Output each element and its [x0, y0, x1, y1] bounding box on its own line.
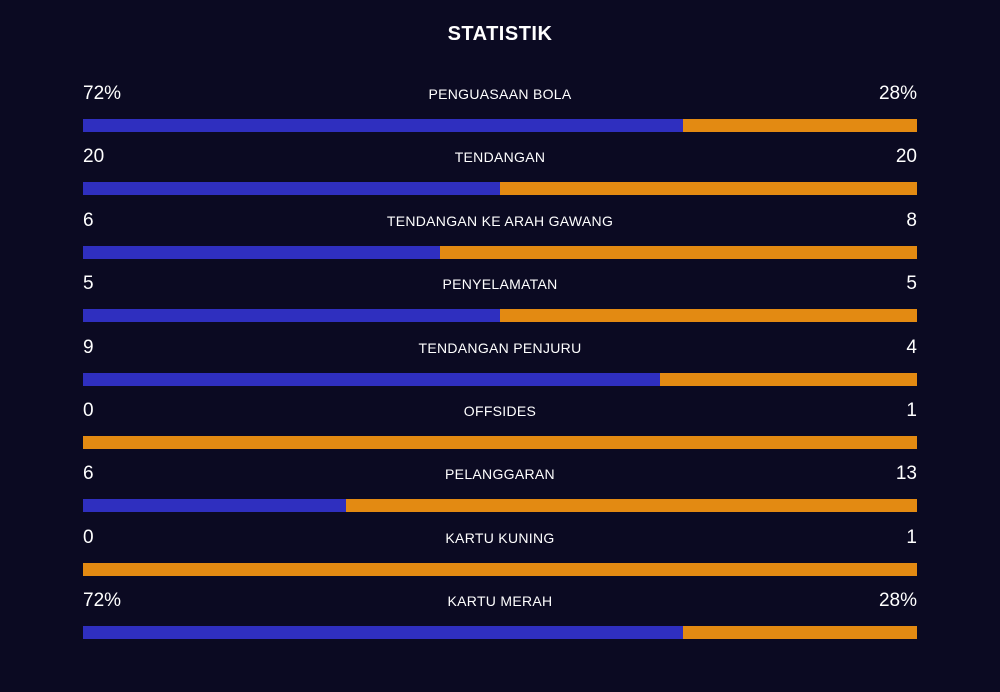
stat-bar: [83, 626, 917, 640]
stat-label: TENDANGAN: [454, 149, 546, 166]
stat-values: 20 TENDANGAN 20: [83, 144, 917, 170]
home-value: 0: [83, 526, 94, 548]
stat-row-penguasaan-bola: 72% PENGUASAAN BOLA 28%: [83, 81, 917, 144]
stat-row-kartu-kuning: 0 KARTU KUNING 1: [83, 525, 917, 588]
stat-label: OFFSIDES: [463, 402, 537, 419]
stat-bar: [83, 562, 917, 576]
stat-values: 72% PENGUASAAN BOLA 28%: [83, 81, 917, 107]
stats-title: STATISTIK: [447, 23, 553, 45]
away-value: 28%: [878, 590, 917, 612]
stat-row-kartu-merah: 72% KARTU MERAH 28%: [83, 588, 917, 651]
stat-row-offsides: 0 OFFSIDES 1: [83, 398, 917, 461]
stat-label: TENDANGAN PENJURU: [418, 339, 582, 356]
home-bar-fill: [83, 499, 347, 513]
stat-bar: [83, 309, 917, 323]
stat-bar: [83, 435, 917, 449]
stat-values: 72% KARTU MERAH 28%: [83, 588, 917, 614]
home-bar-fill: [83, 182, 500, 196]
away-value: 13: [895, 463, 917, 485]
stat-values: 9 TENDANGAN PENJURU 4: [83, 335, 917, 361]
home-bar-fill: [83, 626, 684, 640]
stat-bar: [83, 499, 917, 513]
home-value: 0: [83, 399, 94, 421]
home-value: 72%: [83, 590, 122, 612]
stat-row-tendangan: 20 TENDANGAN 20: [83, 144, 917, 207]
stat-row-penyelamatan: 5 PENYELAMATAN 5: [83, 271, 917, 334]
home-bar-fill: [83, 245, 441, 259]
home-value: 5: [83, 273, 94, 295]
stat-values: 6 TENDANGAN KE ARAH GAWANG 8: [83, 208, 917, 234]
stats-list: 72% PENGUASAAN BOLA 28% 20 TENDANGAN 20 …: [83, 81, 917, 652]
stat-values: 0 KARTU KUNING 1: [83, 525, 917, 551]
home-bar-fill: [83, 119, 684, 132]
stat-row-pelanggaran: 6 PELANGGARAN 13: [83, 461, 917, 524]
away-value: 5: [906, 273, 917, 295]
stat-bar: [83, 182, 917, 196]
away-value: 1: [906, 526, 917, 548]
away-value: 20: [895, 146, 917, 168]
home-value: 9: [83, 336, 94, 358]
stat-label: PENGUASAAN BOLA: [428, 86, 572, 102]
home-bar-fill: [83, 309, 500, 323]
stat-bar: [83, 119, 917, 132]
home-value: 20: [83, 146, 105, 168]
stat-bar: [83, 245, 917, 259]
away-value: 8: [906, 209, 917, 231]
home-bar-fill: [83, 372, 661, 386]
stat-label: KARTU KUNING: [445, 529, 555, 546]
stat-bar: [83, 372, 917, 386]
away-value: 28%: [878, 83, 917, 104]
away-value: 1: [906, 399, 917, 421]
stat-label: TENDANGAN KE ARAH GAWANG: [386, 212, 614, 229]
stat-values: 5 PENYELAMATAN 5: [83, 271, 917, 297]
home-value: 72%: [83, 83, 122, 104]
home-value: 6: [83, 209, 94, 231]
stat-label: PENYELAMATAN: [442, 276, 558, 293]
away-value: 4: [906, 336, 917, 358]
home-value: 6: [83, 463, 94, 485]
stat-label: PELANGGARAN: [445, 466, 555, 483]
stat-values: 6 PELANGGARAN 13: [83, 461, 917, 487]
stat-row-tendangan-penjuru: 9 TENDANGAN PENJURU 4: [83, 335, 917, 398]
stat-row-tendangan-ke-arah-gawang: 6 TENDANGAN KE ARAH GAWANG 8: [83, 208, 917, 271]
stat-label: KARTU MERAH: [447, 593, 553, 610]
stat-values: 0 OFFSIDES 1: [83, 398, 917, 424]
